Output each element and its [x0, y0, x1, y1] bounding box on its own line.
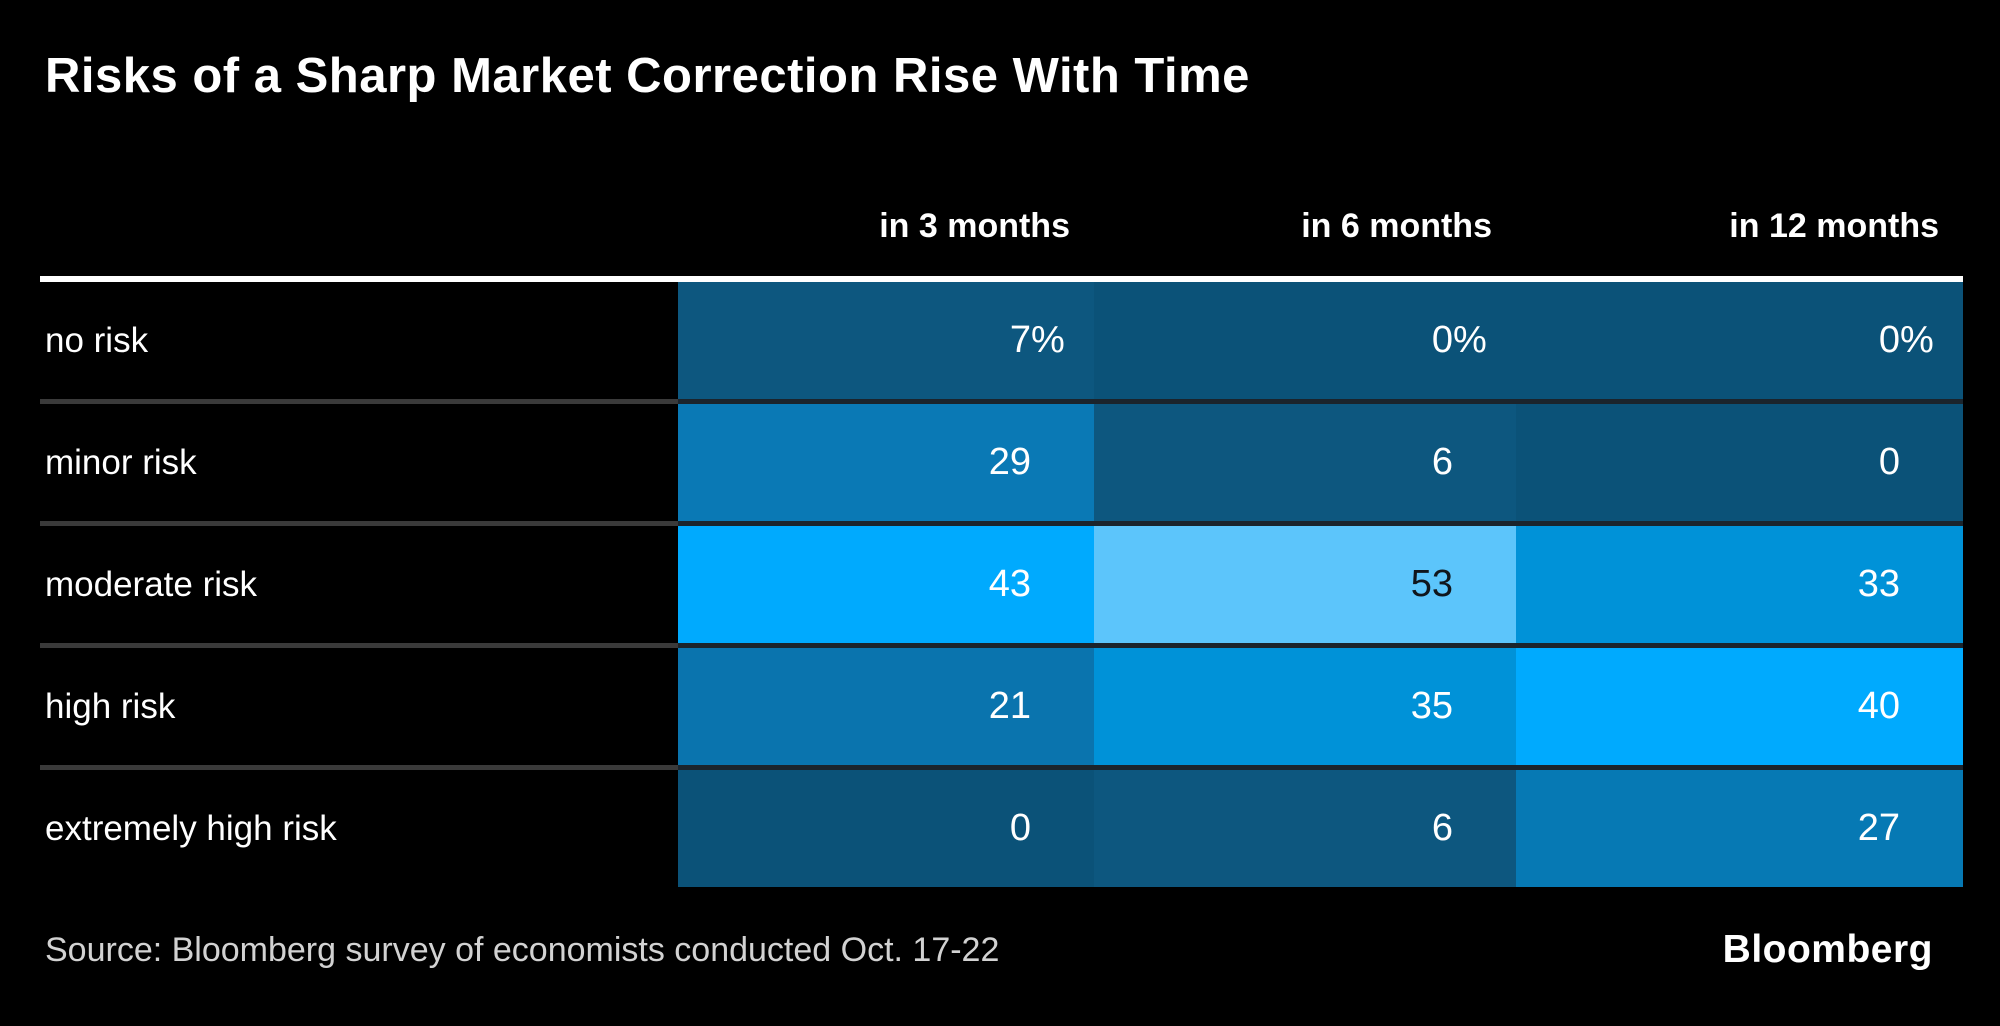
row-divider — [40, 765, 1963, 770]
column-header-row: in 3 months in 6 months in 12 months — [40, 196, 1963, 246]
row-divider-left — [40, 521, 678, 526]
cell-value: 0 — [1878, 441, 1900, 483]
table-row: high risk 21 35 40 — [40, 648, 1963, 765]
chart-footer: Source: Bloomberg survey of economists c… — [40, 912, 1963, 988]
cell-value: 53 — [1410, 563, 1453, 605]
column-header: in 3 months — [879, 207, 1070, 245]
cell-value: 35 — [1410, 685, 1453, 727]
table-row: moderate risk 43 53 33 — [40, 526, 1963, 643]
heatmap-cell: 29 — [678, 404, 1094, 521]
cell-value: 33 — [1857, 563, 1900, 605]
row-divider-right — [678, 765, 1963, 770]
source-note: Source: Bloomberg survey of economists c… — [45, 930, 1000, 969]
row-label: moderate risk — [40, 526, 678, 643]
row-label: minor risk — [40, 404, 678, 521]
table-row: extremely high risk 0 6 27 — [40, 770, 1963, 887]
cell-value: 40 — [1857, 685, 1900, 727]
row-divider-left — [40, 643, 678, 648]
row-divider — [40, 399, 1963, 404]
row-divider-left — [40, 399, 678, 404]
table-body: no risk 7% 0% 0% minor risk 29 6 0 moderate risk… — [40, 282, 1963, 887]
column-header: in 12 months — [1729, 207, 1939, 245]
cell-value: 27 — [1857, 807, 1900, 849]
row-divider — [40, 521, 1963, 526]
row-divider-left — [40, 765, 678, 770]
cell-percent-suffix: % — [1900, 319, 1934, 361]
row-label: extremely high risk — [40, 770, 678, 887]
heatmap-cell: 0 — [678, 770, 1094, 887]
cell-value: 21 — [988, 685, 1031, 727]
cell-value: 29 — [988, 441, 1031, 483]
heatmap-table: in 3 months in 6 months in 12 months no ri… — [40, 196, 1963, 887]
row-label: no risk — [40, 282, 678, 399]
table-row: minor risk 29 6 0 — [40, 404, 1963, 521]
heatmap-cell: 6 — [1094, 404, 1516, 521]
heatmap-cell: 27 — [1516, 770, 1963, 887]
heatmap-cell: 21 — [678, 648, 1094, 765]
chart-title: Risks of a Sharp Market Correction Rise … — [45, 49, 1250, 103]
cell-value: 6 — [1431, 441, 1453, 483]
heatmap-cell: 0% — [1094, 282, 1516, 399]
cell-value: 43 — [988, 563, 1031, 605]
heatmap-cell: 33 — [1516, 526, 1963, 643]
heatmap-cell: 53 — [1094, 526, 1516, 643]
row-divider-right — [678, 643, 1963, 648]
column-header: in 6 months — [1301, 207, 1492, 245]
cell-value: 7 — [1009, 319, 1031, 361]
table-row: no risk 7% 0% 0% — [40, 282, 1963, 399]
bloomberg-logo: Bloomberg — [1722, 928, 1933, 971]
cell-value: 0 — [1009, 807, 1031, 849]
cell-percent-suffix: % — [1031, 319, 1065, 361]
cell-percent-suffix: % — [1453, 319, 1487, 361]
heatmap-cell: 7% — [678, 282, 1094, 399]
row-divider — [40, 643, 1963, 648]
row-divider-right — [678, 399, 1963, 404]
heatmap-cell: 0% — [1516, 282, 1963, 399]
heatmap-cell: 6 — [1094, 770, 1516, 887]
table-top-rule — [40, 276, 1963, 282]
cell-value: 6 — [1431, 807, 1453, 849]
cell-value: 0 — [1878, 319, 1900, 361]
cell-value: 0 — [1431, 319, 1453, 361]
row-label: high risk — [40, 648, 678, 765]
row-divider-right — [678, 521, 1963, 526]
heatmap-cell: 35 — [1094, 648, 1516, 765]
heatmap-cell: 0 — [1516, 404, 1963, 521]
heatmap-cell: 43 — [678, 526, 1094, 643]
heatmap-cell: 40 — [1516, 648, 1963, 765]
